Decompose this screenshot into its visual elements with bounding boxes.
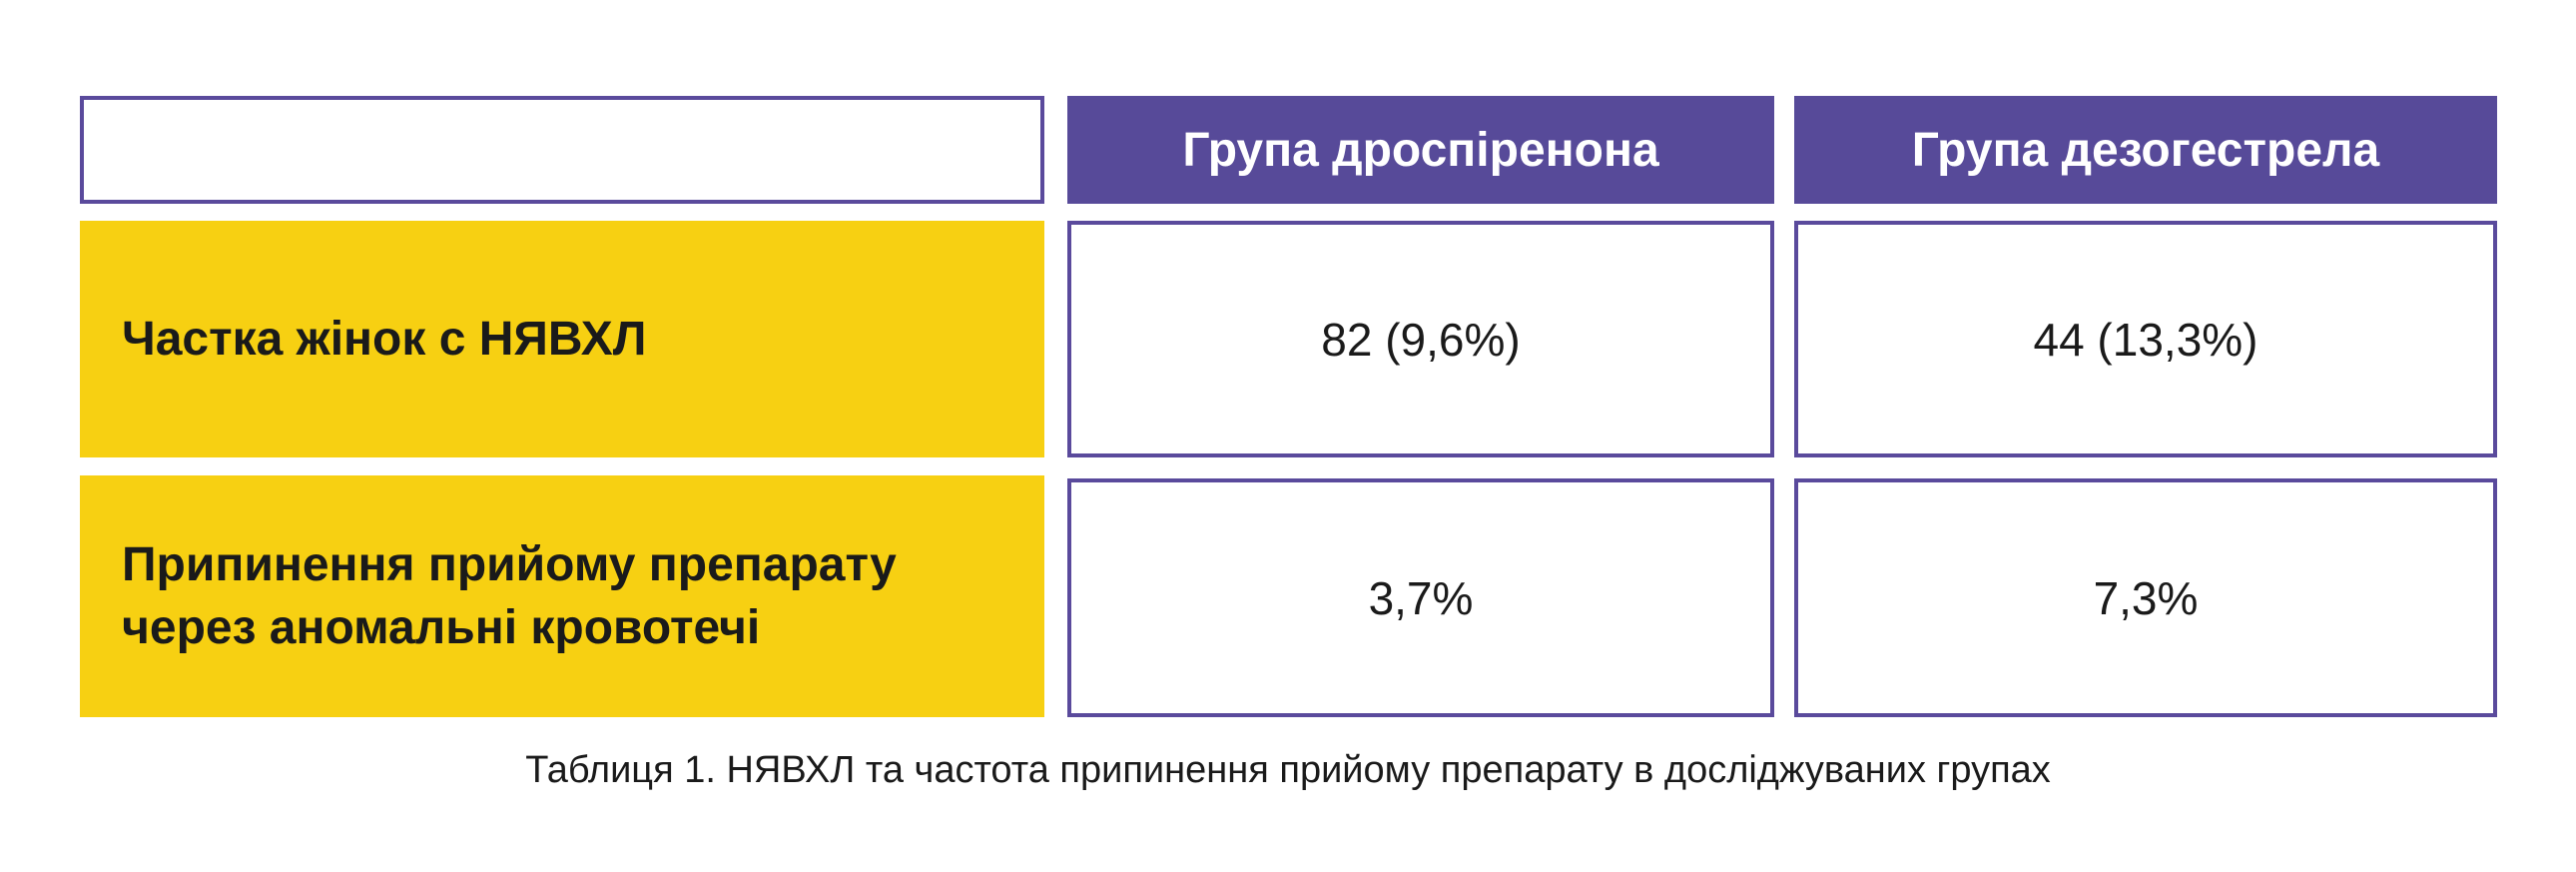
row2-drospirenone-value: 3,7%	[1067, 478, 1774, 717]
row2-desogestrel-value: 7,3%	[1794, 478, 2497, 717]
row-label-line-2: через аномальні кровотечі	[122, 601, 761, 654]
row-label-line-1: Припинення прийому препарату	[122, 537, 897, 591]
row1-drospirenone-value: 82 (9,6%)	[1067, 221, 1774, 457]
row1-desogestrel-value: 44 (13,3%)	[1794, 221, 2497, 457]
header-desogestrel-group: Група дезогестрела	[1794, 96, 2497, 204]
row-label-discontinuation: Припинення прийому препарату через анома…	[80, 475, 1044, 717]
table-caption: Таблиця 1. НЯВХЛ та частота припинення п…	[525, 749, 2051, 791]
row-label-share-of-women: Частка жінок с НЯВХЛ	[80, 221, 1044, 457]
header-empty-cell	[80, 96, 1044, 204]
header-drospirenone-group: Група дроспіренона	[1067, 96, 1774, 204]
